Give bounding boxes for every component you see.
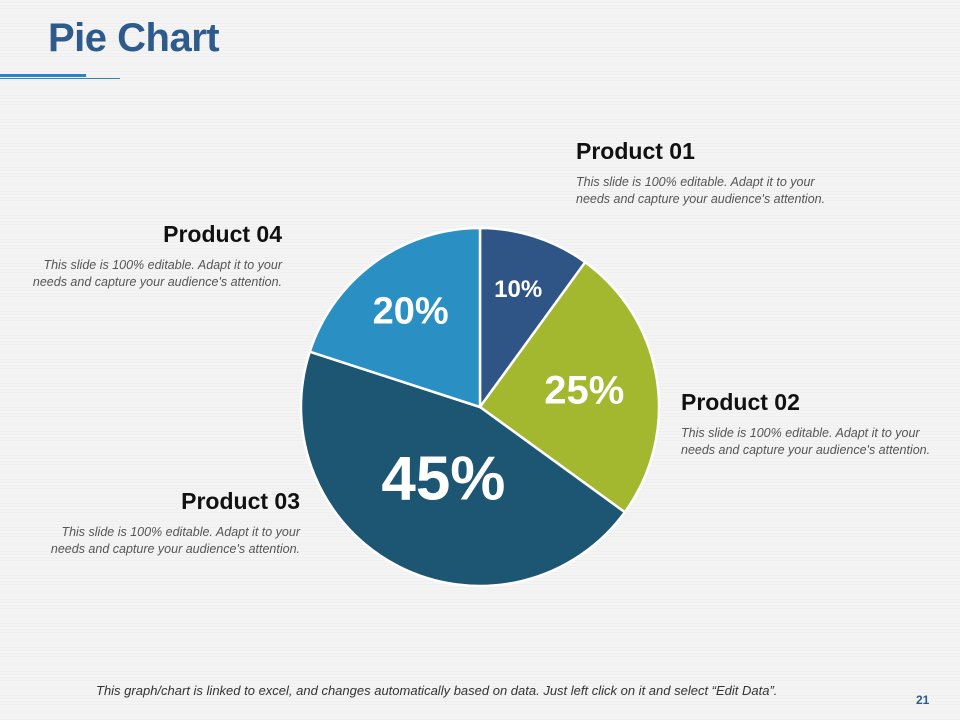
product-04-block: Product 04 This slide is 100% editable. … [2, 221, 282, 291]
slide-title: Pie Chart [48, 16, 220, 60]
title-underline-thick [0, 74, 86, 77]
product-03-block: Product 03 This slide is 100% editable. … [20, 488, 300, 558]
pie-label-product-01: 10% [494, 276, 542, 303]
title-underline-thin [0, 78, 120, 79]
product-03-description: This slide is 100% editable. Adapt it to… [50, 525, 300, 556]
pie-slice-product-03[interactable] [299, 350, 627, 588]
page-number: 21 [916, 693, 930, 707]
pie-label-product-02: 25% [544, 369, 624, 413]
footer-note: This graph/chart is linked to excel, and… [96, 683, 778, 698]
pie-slice-product-01[interactable] [478, 226, 587, 409]
pie-label-product-04: 20% [373, 290, 449, 332]
product-02-title: Product 02 [681, 389, 800, 415]
pie-labels: 10% 25% 45% 20% [373, 276, 625, 513]
product-02-description: This slide is 100% editable. Adapt it to… [681, 426, 931, 457]
product-02-block: Product 02 This slide is 100% editable. … [681, 389, 960, 459]
product-01-block: Product 01 This slide is 100% editable. … [576, 138, 856, 208]
pie-slice-product-04[interactable] [308, 226, 482, 409]
product-04-description: This slide is 100% editable. Adapt it to… [32, 258, 282, 289]
pie-slices [299, 226, 661, 588]
product-01-description: This slide is 100% editable. Adapt it to… [576, 175, 826, 206]
product-01-title: Product 01 [576, 138, 695, 164]
product-03-title: Product 03 [181, 488, 300, 514]
product-04-title: Product 04 [163, 221, 282, 247]
pie-slice-product-02[interactable] [478, 260, 661, 514]
pie-label-product-03: 45% [381, 444, 505, 513]
